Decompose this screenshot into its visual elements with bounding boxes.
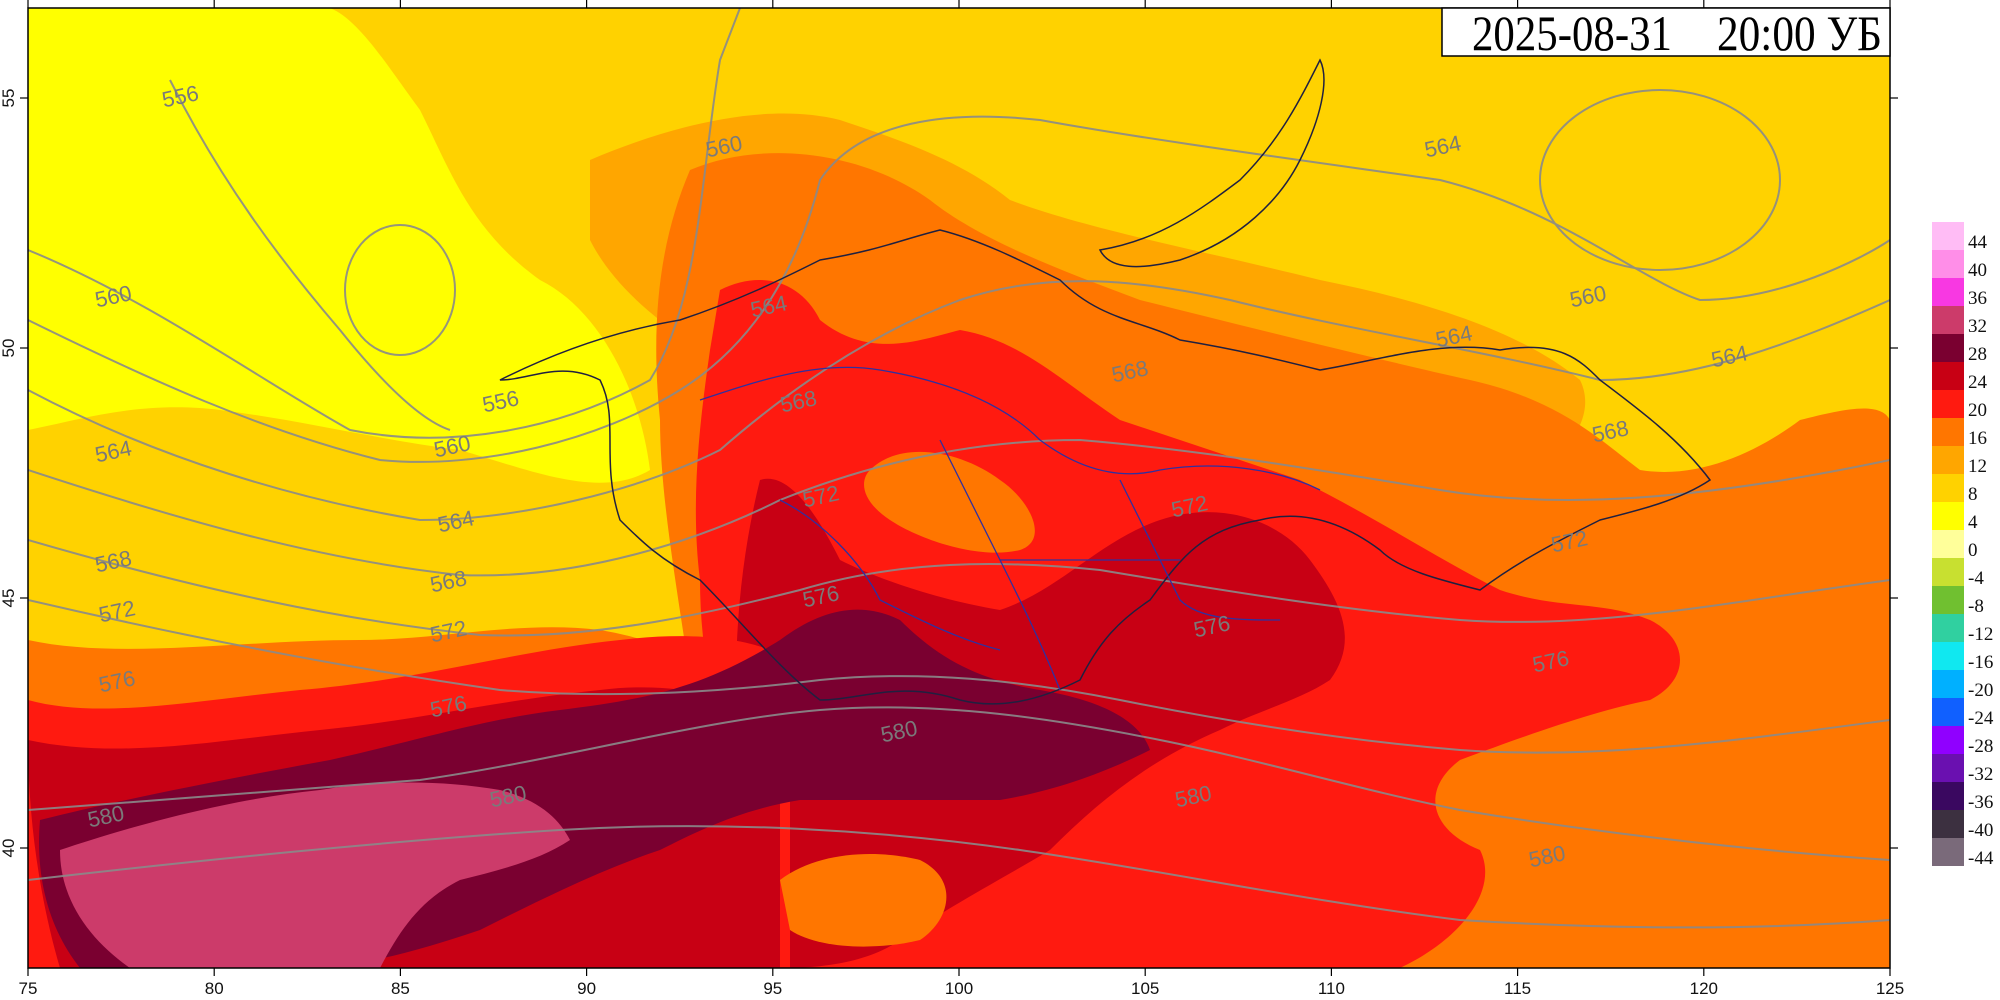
legend-swatch xyxy=(1932,250,1964,278)
legend-label: -8 xyxy=(1968,596,1984,617)
x-tick-label: 100 xyxy=(945,979,973,998)
legend-label: 44 xyxy=(1968,232,1988,253)
legend-label: 24 xyxy=(1968,372,1988,393)
x-tick-label: 75 xyxy=(19,979,38,998)
legend-label: -32 xyxy=(1968,764,1993,785)
legend-swatch xyxy=(1932,642,1964,670)
legend-swatch xyxy=(1932,810,1964,838)
legend-swatch xyxy=(1932,222,1964,250)
legend-label: 4 xyxy=(1968,512,1978,533)
legend-swatch xyxy=(1932,446,1964,474)
zone-32 xyxy=(60,782,570,968)
legend-swatch xyxy=(1932,502,1964,530)
y-tick-label: 40 xyxy=(0,839,18,858)
temperature-field xyxy=(28,8,1890,968)
y-axis: 55 50 45 40 xyxy=(0,89,1898,858)
legend-label: 40 xyxy=(1968,260,1987,281)
legend-label: -44 xyxy=(1968,848,1994,869)
y-tick-label: 50 xyxy=(0,339,18,358)
legend-label: -4 xyxy=(1968,568,1984,589)
legend-swatch xyxy=(1932,782,1964,810)
x-tick-label: 125 xyxy=(1876,979,1904,998)
title-time: 20:00 УБ xyxy=(1717,5,1882,61)
x-tick-label: 90 xyxy=(577,979,596,998)
legend-swatch xyxy=(1932,334,1964,362)
x-tick-label: 95 xyxy=(763,979,782,998)
province-borders xyxy=(699,366,1321,691)
legend-label: 8 xyxy=(1968,484,1978,505)
contour-labels: 5565565605605605605645645645645645645685… xyxy=(85,80,1750,872)
title-date: 2025-08-31 xyxy=(1472,5,1672,61)
legend-label: 0 xyxy=(1968,540,1978,561)
legend-label: 32 xyxy=(1968,316,1987,337)
color-legend: 444036322824201612840-4-8-12-16-20-24-28… xyxy=(1932,222,1994,869)
legend-swatch xyxy=(1932,530,1964,558)
legend-swatch xyxy=(1932,838,1964,866)
legend-label: 36 xyxy=(1968,288,1987,309)
legend-swatch xyxy=(1932,390,1964,418)
legend-label: -28 xyxy=(1968,736,1993,757)
legend-label: 16 xyxy=(1968,428,1987,449)
borders xyxy=(499,58,1712,705)
title-box: 2025-08-31 20:00 УБ xyxy=(1441,5,1891,61)
legend-label: -12 xyxy=(1968,624,1993,645)
zone-16-lake xyxy=(864,451,1035,553)
legend-label: 12 xyxy=(1968,456,1987,477)
y-tick-label: 45 xyxy=(0,589,18,608)
legend-swatch xyxy=(1932,726,1964,754)
x-tick-label: 115 xyxy=(1504,979,1531,998)
legend-swatch xyxy=(1932,698,1964,726)
x-tick-label: 80 xyxy=(205,979,224,998)
legend-swatch xyxy=(1932,306,1964,334)
legend-label: -24 xyxy=(1968,708,1994,729)
legend-swatch xyxy=(1932,418,1964,446)
legend-label: -36 xyxy=(1968,792,1993,813)
x-tick-label: 85 xyxy=(391,979,410,998)
legend-swatch xyxy=(1932,670,1964,698)
legend-label: 28 xyxy=(1968,344,1987,365)
legend-swatch xyxy=(1932,362,1964,390)
legend-label: -40 xyxy=(1968,820,1993,841)
x-axis: 75 80 85 90 95 100 105 110 115 120 125 xyxy=(19,0,1904,998)
legend-swatch xyxy=(1932,278,1964,306)
legend-swatch xyxy=(1932,614,1964,642)
legend-swatch xyxy=(1932,474,1964,502)
legend-label: 20 xyxy=(1968,400,1987,421)
zone-4 xyxy=(28,8,650,483)
legend-swatch xyxy=(1932,586,1964,614)
zone-16-patch xyxy=(780,854,947,947)
legend-swatch xyxy=(1932,558,1964,586)
legend-label: -16 xyxy=(1968,652,1993,673)
x-tick-label: 105 xyxy=(1131,979,1159,998)
x-tick-label: 110 xyxy=(1318,979,1345,998)
legend-label: -20 xyxy=(1968,680,1993,701)
x-tick-label: 120 xyxy=(1690,979,1718,998)
legend-swatch xyxy=(1932,754,1964,782)
y-tick-label: 55 xyxy=(0,89,18,108)
contour-lines xyxy=(28,8,1890,929)
